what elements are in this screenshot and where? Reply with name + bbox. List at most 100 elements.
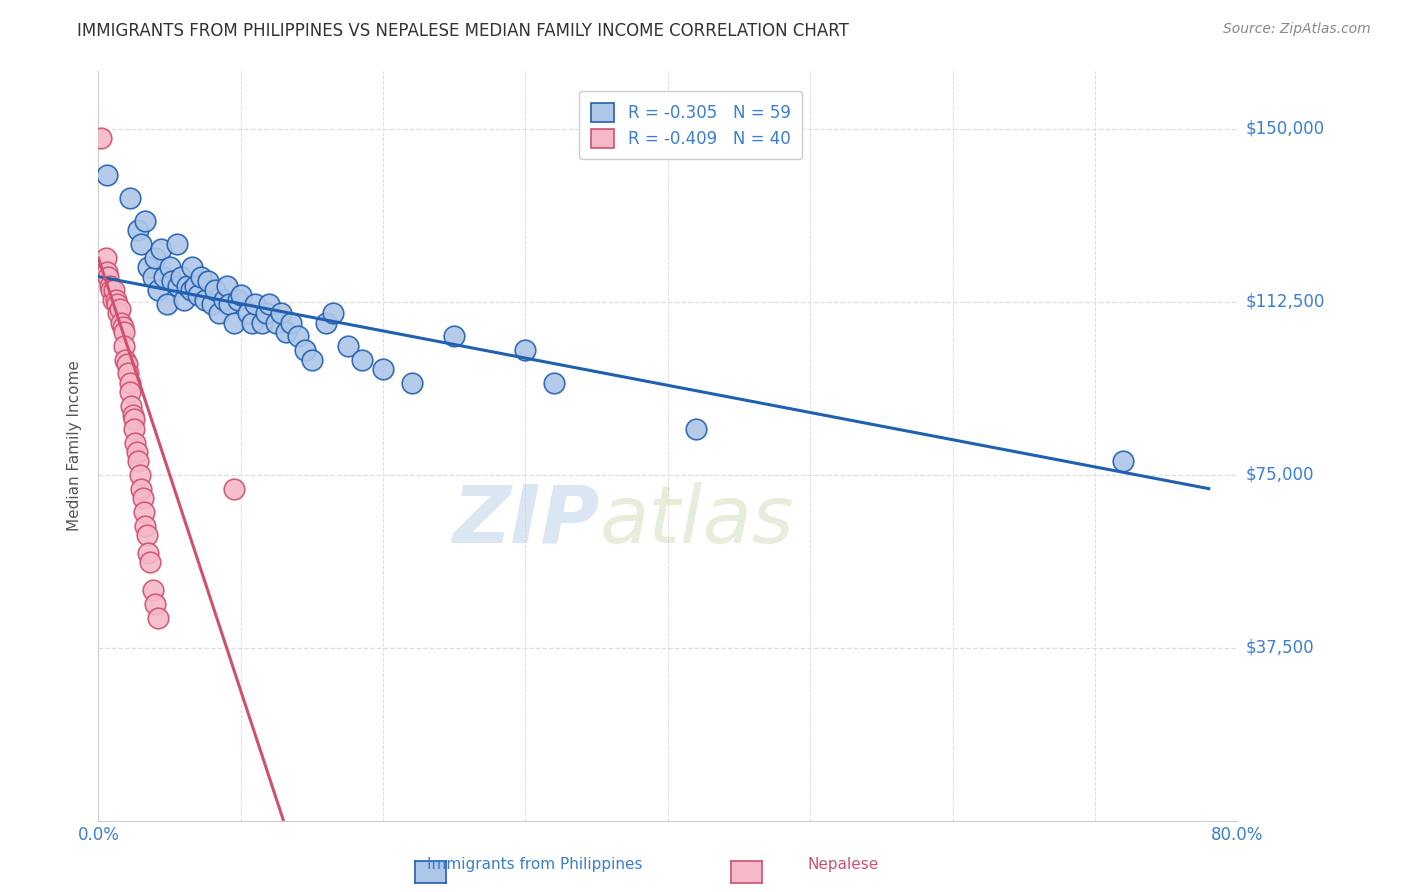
Point: [145, 597, 167, 611]
Text: Immigrants from Philippines: Immigrants from Philippines: [426, 857, 643, 872]
Point: [127, 454, 149, 468]
Point: [96, 168, 118, 182]
Point: [229, 288, 252, 302]
Point: [685, 422, 707, 436]
Point: [401, 376, 423, 390]
Point: [315, 316, 337, 330]
Point: [287, 329, 309, 343]
Point: [350, 352, 373, 367]
Point: [132, 505, 155, 519]
Point: [118, 376, 141, 390]
Point: [122, 412, 145, 426]
Point: [222, 482, 245, 496]
Point: [90, 131, 112, 145]
Point: [107, 306, 129, 320]
Point: [222, 316, 245, 330]
Point: [170, 269, 193, 284]
Point: [120, 399, 142, 413]
Point: [204, 284, 226, 298]
Point: [208, 306, 231, 320]
Point: [176, 278, 198, 293]
Point: [112, 339, 135, 353]
Point: [240, 316, 263, 330]
Point: [103, 284, 125, 298]
Text: ZIP: ZIP: [453, 482, 599, 560]
Point: [104, 293, 127, 307]
Point: [515, 343, 537, 358]
Point: [280, 316, 302, 330]
Point: [141, 583, 163, 598]
Point: [294, 343, 316, 358]
Text: Nepalese: Nepalese: [808, 857, 879, 872]
Point: [134, 518, 156, 533]
Text: $150,000: $150,000: [1246, 120, 1324, 138]
Point: [105, 297, 128, 311]
Point: [197, 274, 219, 288]
Point: [112, 325, 135, 339]
Point: [153, 269, 176, 284]
Point: [250, 316, 273, 330]
Point: [148, 611, 170, 625]
Point: [124, 435, 146, 450]
Point: [97, 269, 120, 284]
Point: [118, 191, 141, 205]
Point: [276, 325, 298, 339]
Point: [110, 316, 132, 330]
Point: [254, 306, 277, 320]
Point: [148, 284, 170, 298]
Point: [167, 278, 190, 293]
Text: IMMIGRANTS FROM PHILIPPINES VS NEPALESE MEDIAN FAMILY INCOME CORRELATION CHART: IMMIGRANTS FROM PHILIPPINES VS NEPALESE …: [77, 22, 849, 40]
Point: [122, 422, 145, 436]
Point: [443, 329, 465, 343]
Point: [129, 482, 152, 496]
Point: [226, 293, 249, 307]
Text: $75,000: $75,000: [1246, 466, 1315, 483]
Point: [322, 306, 344, 320]
Point: [184, 278, 207, 293]
Text: atlas: atlas: [599, 482, 794, 560]
Point: [135, 528, 157, 542]
Point: [194, 293, 217, 307]
Point: [336, 339, 359, 353]
Point: [218, 297, 240, 311]
Point: [181, 260, 204, 275]
Point: [136, 260, 159, 275]
Point: [156, 297, 179, 311]
Point: [131, 491, 153, 505]
Point: [187, 288, 209, 302]
Point: [259, 297, 281, 311]
Point: [129, 237, 152, 252]
Point: [270, 306, 292, 320]
Point: [118, 384, 141, 399]
Point: [236, 306, 259, 320]
Point: [1112, 454, 1135, 468]
Point: [150, 242, 173, 256]
Point: [96, 265, 118, 279]
Point: [162, 274, 184, 288]
Point: [159, 260, 181, 275]
Point: [145, 251, 167, 265]
Point: [117, 367, 139, 381]
Point: [190, 269, 212, 284]
Point: [108, 301, 131, 316]
Point: [141, 269, 163, 284]
Point: [301, 352, 323, 367]
Point: [121, 408, 143, 422]
Point: [128, 467, 150, 482]
Point: [543, 376, 565, 390]
Point: [125, 444, 148, 458]
Point: [94, 251, 117, 265]
Text: Source: ZipAtlas.com: Source: ZipAtlas.com: [1223, 22, 1371, 37]
Text: $112,500: $112,500: [1246, 293, 1324, 311]
Point: [138, 556, 160, 570]
Point: [114, 352, 136, 367]
Point: [136, 546, 159, 560]
Point: [215, 278, 238, 293]
Point: [243, 297, 266, 311]
Point: [101, 293, 124, 307]
Point: [100, 284, 122, 298]
Point: [127, 223, 149, 237]
Point: [266, 316, 288, 330]
Point: [373, 361, 395, 376]
Point: [98, 278, 121, 293]
